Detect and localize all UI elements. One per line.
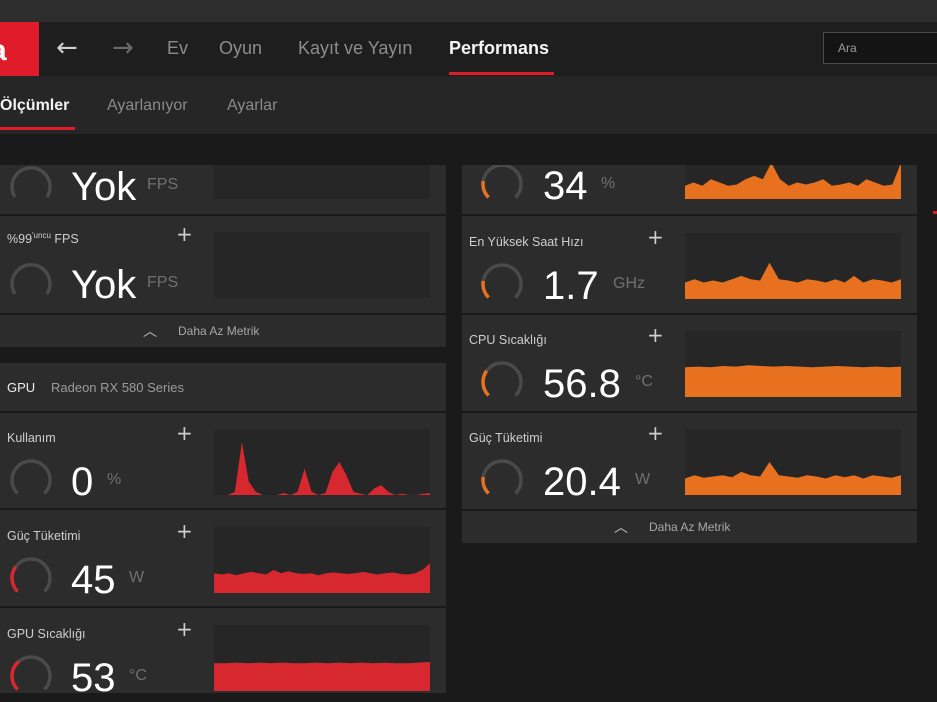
cpu-metric-unit: W (635, 471, 651, 488)
gpu-metric-value: 0 (71, 460, 94, 504)
p99-fps-value: Yok (71, 263, 137, 307)
scroll-clip (0, 134, 462, 165)
cpu-metric-sparkline (685, 429, 901, 499)
gpu-metric-unit: % (107, 471, 122, 488)
cpu-metric-gauge (480, 163, 524, 207)
gpu-metric-unit: W (129, 569, 145, 586)
back-arrow-icon[interactable]: ← (56, 33, 78, 63)
cpu-metric-value: 34 (543, 164, 588, 208)
divider (462, 411, 917, 413)
less-metrics-toggle-right[interactable]: ︿ Daha Az Metrik (462, 511, 917, 543)
cpu-metric-value: 1.7 (543, 264, 599, 308)
search-input[interactable] (824, 33, 937, 63)
divider (462, 214, 917, 216)
chevron-up-icon: ︿ (143, 324, 157, 340)
nav-item-ev[interactable]: Ev (167, 38, 189, 58)
tab-ayarlar[interactable]: Ayarlar (227, 97, 278, 114)
add-metric-plus-icon[interactable]: + (647, 225, 664, 249)
add-metric-plus-icon[interactable]: + (176, 421, 193, 445)
add-metric-plus-icon[interactable]: + (647, 323, 664, 347)
divider (0, 508, 446, 510)
cpu-metric-unit: % (601, 175, 616, 192)
less-metrics-toggle-left[interactable]: ︿ Daha Az Metrik (0, 315, 446, 347)
nav-item-oyun[interactable]: Oyun (219, 38, 263, 58)
divider (0, 214, 446, 216)
search-box[interactable] (823, 32, 937, 64)
add-metric-plus-icon[interactable]: + (176, 222, 193, 246)
gpu-metric-sparkline (214, 527, 430, 597)
gpu-metric-label: GPU Sıcaklığı (7, 627, 86, 641)
sub-nav (0, 76, 937, 134)
gpu-metric-label: Güç Tüketimi (7, 529, 81, 543)
tab-active-indicator (0, 127, 75, 130)
chevron-up-icon: ︿ (614, 520, 628, 536)
gpu-metric-value: 53 (71, 656, 116, 700)
nav-item-kayit-ve-yayin[interactable]: Kayıt ve Yayın (298, 38, 413, 58)
divider (0, 606, 446, 608)
cpu-metric-unit: °C (635, 373, 653, 390)
divider (0, 313, 446, 315)
p99-fps-label: %99'uncu FPS (7, 231, 79, 247)
gpu-metric-sparkline (214, 625, 430, 695)
nav-item-performans[interactable]: Performans (449, 38, 550, 58)
p99-fps-gauge (9, 260, 53, 304)
p99-graph-area (214, 232, 430, 298)
add-metric-plus-icon[interactable]: + (647, 421, 664, 445)
fps-graph-area (214, 165, 430, 199)
fps-value: Yok (71, 165, 137, 209)
nav-active-indicator (449, 72, 554, 75)
cpu-metric-gauge (480, 361, 524, 405)
gpu-metric-sparkline (214, 429, 430, 499)
top-nav (0, 22, 937, 76)
cpu-metric-value: 20.4 (543, 460, 621, 504)
gpu-metric-label: Kullanım (7, 431, 56, 445)
divider (462, 313, 917, 315)
amd-logo[interactable]: a (0, 22, 39, 76)
edge-marker (933, 211, 937, 214)
fps-gauge (9, 163, 53, 207)
cpu-metric-unit: GHz (613, 275, 645, 292)
divider (462, 509, 917, 511)
gpu-name: Radeon RX 580 Series (51, 380, 184, 395)
cpu-metric-gauge (480, 263, 524, 307)
gpu-header-card (0, 363, 446, 411)
cpu-metric-label: CPU Sıcaklığı (469, 333, 547, 347)
cpu-metric-sparkline (685, 331, 901, 401)
gpu-metric-gauge (9, 557, 53, 601)
cpu-metric-label: En Yüksek Saat Hızı (469, 235, 584, 249)
title-strip (0, 0, 937, 22)
cpu-metric-sparkline (685, 233, 901, 303)
cpu-metric-label: Güç Tüketimi (469, 431, 543, 445)
gpu-metric-gauge (9, 655, 53, 699)
less-metrics-label: Daha Az Metrik (178, 324, 260, 338)
add-metric-plus-icon[interactable]: + (176, 617, 193, 641)
scroll-clip (462, 134, 937, 165)
gpu-metric-value: 45 (71, 558, 116, 602)
cpu-metric-sparkline (685, 133, 901, 203)
tab-ayarlaniyor[interactable]: Ayarlanıyor (107, 97, 188, 114)
less-metrics-label: Daha Az Metrik (649, 520, 731, 534)
tab-olcumler[interactable]: Ölçümler (0, 97, 70, 114)
fps-unit: FPS (147, 176, 179, 193)
gpu-metric-gauge (9, 459, 53, 503)
add-metric-plus-icon[interactable]: + (176, 519, 193, 543)
forward-arrow-icon[interactable]: → (112, 33, 134, 63)
gpu-metric-unit: °C (129, 667, 147, 684)
cpu-metric-value: 56.8 (543, 362, 621, 406)
p99-fps-unit: FPS (147, 274, 179, 291)
gpu-header-label: GPU (7, 380, 36, 395)
cpu-metric-gauge (480, 459, 524, 503)
